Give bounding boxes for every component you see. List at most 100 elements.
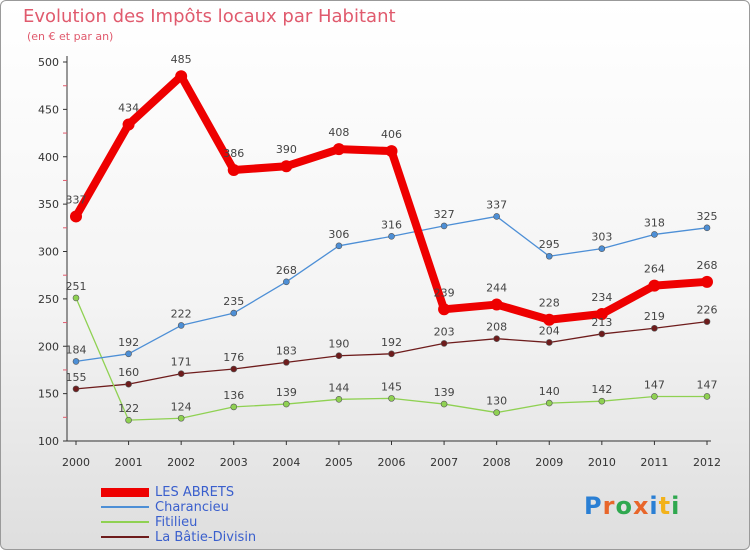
data-label: 130 [486,395,507,408]
data-point [545,252,553,260]
data-labels: 155 160 171 176 183 190 192 203 208 204 213 219 226 2… [66,53,718,415]
data-label: 316 [381,218,402,231]
data-label: 203 [434,325,455,338]
data-label: 192 [118,336,139,349]
data-point [283,278,290,286]
data-label: 124 [171,400,192,413]
data-point [335,242,343,250]
chart-title: Evolution des Impôts locaux par Habitant [23,6,396,27]
data-point [283,359,290,366]
data-label: 434 [118,102,139,115]
y-tick-label: 500 [38,56,59,69]
y-tick-label: 100 [38,435,59,448]
data-label: 251 [66,280,87,293]
legend-swatch [101,506,149,508]
data-point [388,395,395,402]
data-point [440,222,448,230]
data-point [122,118,135,131]
data-label: 155 [66,371,87,384]
data-label: 140 [539,385,560,398]
data-label: 268 [276,264,297,277]
legend-label: Fitilieu [155,515,198,530]
data-label: 337 [66,193,87,206]
data-point [545,399,553,407]
data-label: 318 [644,216,665,229]
data-point [493,335,500,342]
data-point [703,224,711,232]
data-label: 390 [276,143,297,156]
data-label: 386 [223,147,244,160]
logo-letter: x [632,492,650,520]
legend-label: Charancieu [155,500,229,515]
data-label: 485 [171,53,192,66]
data-point [651,231,658,238]
data-point [651,393,658,400]
data-label: 337 [486,198,507,211]
x-tick-label: 2006 [378,456,406,469]
data-label: 295 [539,238,560,251]
logo-letter: i [649,492,659,520]
data-point [598,245,606,252]
data-point [598,397,606,405]
x-tick-label: 2010 [588,456,616,469]
data-point [280,160,293,173]
data-label: 226 [697,304,718,317]
series-line [72,72,711,324]
data-point [388,350,395,358]
data-label: 408 [328,126,349,139]
data-label: 325 [697,210,718,223]
x-tick-label: 2012 [693,456,721,469]
logo-letter: i [671,492,681,520]
data-point [177,414,185,422]
data-point [175,70,188,83]
data-point [385,145,398,158]
data-label: 139 [434,386,455,399]
data-point [72,294,80,302]
logo-letter: o [615,492,633,520]
data-label: 204 [539,324,560,337]
y-tick-label: 350 [38,198,59,211]
logo-letter: t [658,492,672,520]
data-label: 234 [591,291,612,304]
legend-swatch [101,488,149,497]
y-tick-label: 150 [38,388,59,401]
data-label: 208 [486,321,507,334]
y-tick-label: 400 [38,151,59,164]
data-label: 176 [223,351,244,364]
data-point [648,279,661,292]
data-label: 219 [644,310,665,323]
data-label: 213 [591,316,612,329]
data-label: 303 [591,231,612,244]
data-label: 144 [328,381,349,394]
data-label: 160 [118,366,139,379]
legend-item: Charancieu [101,500,321,515]
data-label: 244 [486,282,507,295]
logo-letter: P [584,492,603,520]
y-tick-label: 300 [38,246,59,259]
data-point [701,275,713,288]
data-point [125,380,132,388]
data-label: 264 [644,263,665,276]
data-point [230,309,238,317]
data-point [283,400,290,408]
data-point [230,365,238,373]
data-point [493,409,500,416]
data-point [545,339,553,346]
data-point [230,403,238,411]
data-label: 306 [328,228,349,241]
legend-item: La Bâtie-Divisin [101,530,321,545]
legend: LES ABRETS Charancieu Fitilieu La Bâtie-Div… [101,485,321,545]
data-point [440,400,448,408]
legend-swatch [101,521,149,523]
data-label: 268 [697,259,718,272]
data-point [72,358,80,365]
data-point [177,370,185,378]
data-point [598,330,606,338]
data-label: 147 [697,378,718,391]
series-les-abrets [70,70,713,326]
data-label: 406 [381,128,402,141]
data-point [227,164,240,177]
series-fitilieu [72,294,711,424]
x-tick-label: 2011 [640,456,668,469]
